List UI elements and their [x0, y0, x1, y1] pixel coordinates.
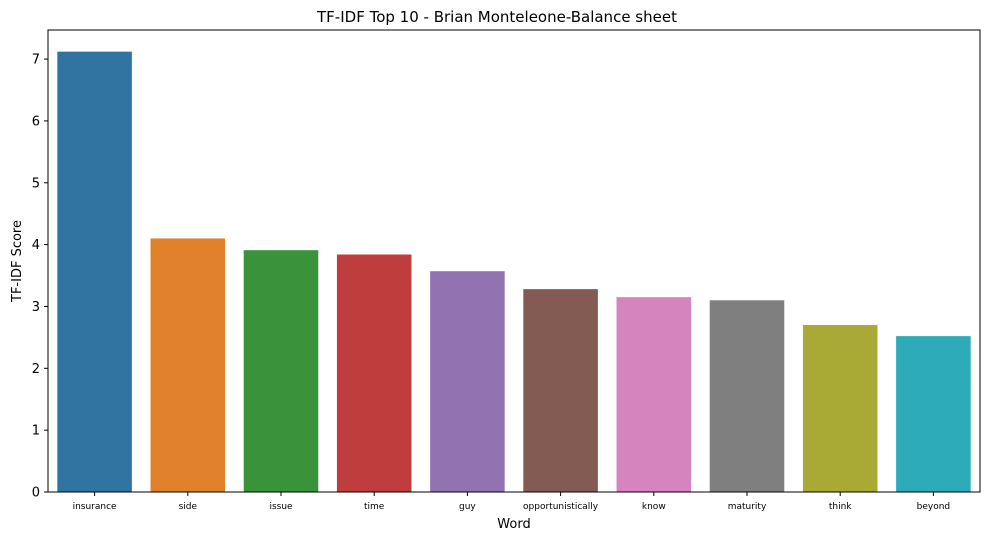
- chart-title: TF-IDF Top 10 - Brian Monteleone-Balance…: [316, 8, 677, 26]
- y-tick-label: 6: [32, 114, 40, 129]
- y-axis-label: TF-IDF Score: [10, 220, 25, 303]
- y-axis-ticks: 0 1 2 3 4 5 6 7: [32, 53, 48, 501]
- y-tick-label: 0: [32, 486, 40, 501]
- x-axis-label: Word: [497, 517, 530, 532]
- x-tick-label: time: [364, 502, 385, 512]
- x-tick-label: issue: [269, 502, 293, 512]
- y-tick-label: 1: [32, 424, 40, 439]
- y-tick-label: 5: [32, 176, 40, 191]
- bar-beyond: [896, 336, 971, 492]
- y-tick-label: 2: [32, 362, 40, 377]
- bar-side: [150, 238, 226, 492]
- x-tick-label: beyond: [917, 502, 951, 512]
- bar-insurance: [57, 51, 132, 493]
- bar-guy: [430, 271, 505, 492]
- bars-group: [57, 51, 971, 493]
- x-tick-label: guy: [459, 502, 476, 512]
- x-axis-ticks: insurance side issue time guy opportunistical…: [73, 492, 951, 512]
- bar-know: [616, 297, 692, 492]
- x-tick-label: know: [642, 502, 666, 512]
- x-tick-label: insurance: [73, 502, 117, 512]
- bar-opportunistically: [523, 289, 598, 492]
- plot-frame: [47, 29, 981, 493]
- x-tick-label: think: [829, 502, 852, 512]
- y-tick-label: 3: [32, 300, 40, 315]
- bar-think: [802, 325, 878, 492]
- y-tick-label: 7: [32, 53, 40, 68]
- bar-time: [336, 254, 412, 492]
- x-tick-label: maturity: [728, 502, 767, 512]
- bar-maturity: [709, 300, 785, 492]
- x-tick-label: side: [179, 502, 198, 512]
- x-tick-label: opportunistically: [523, 502, 599, 512]
- y-tick-label: 4: [32, 238, 40, 253]
- bar-issue: [243, 250, 319, 492]
